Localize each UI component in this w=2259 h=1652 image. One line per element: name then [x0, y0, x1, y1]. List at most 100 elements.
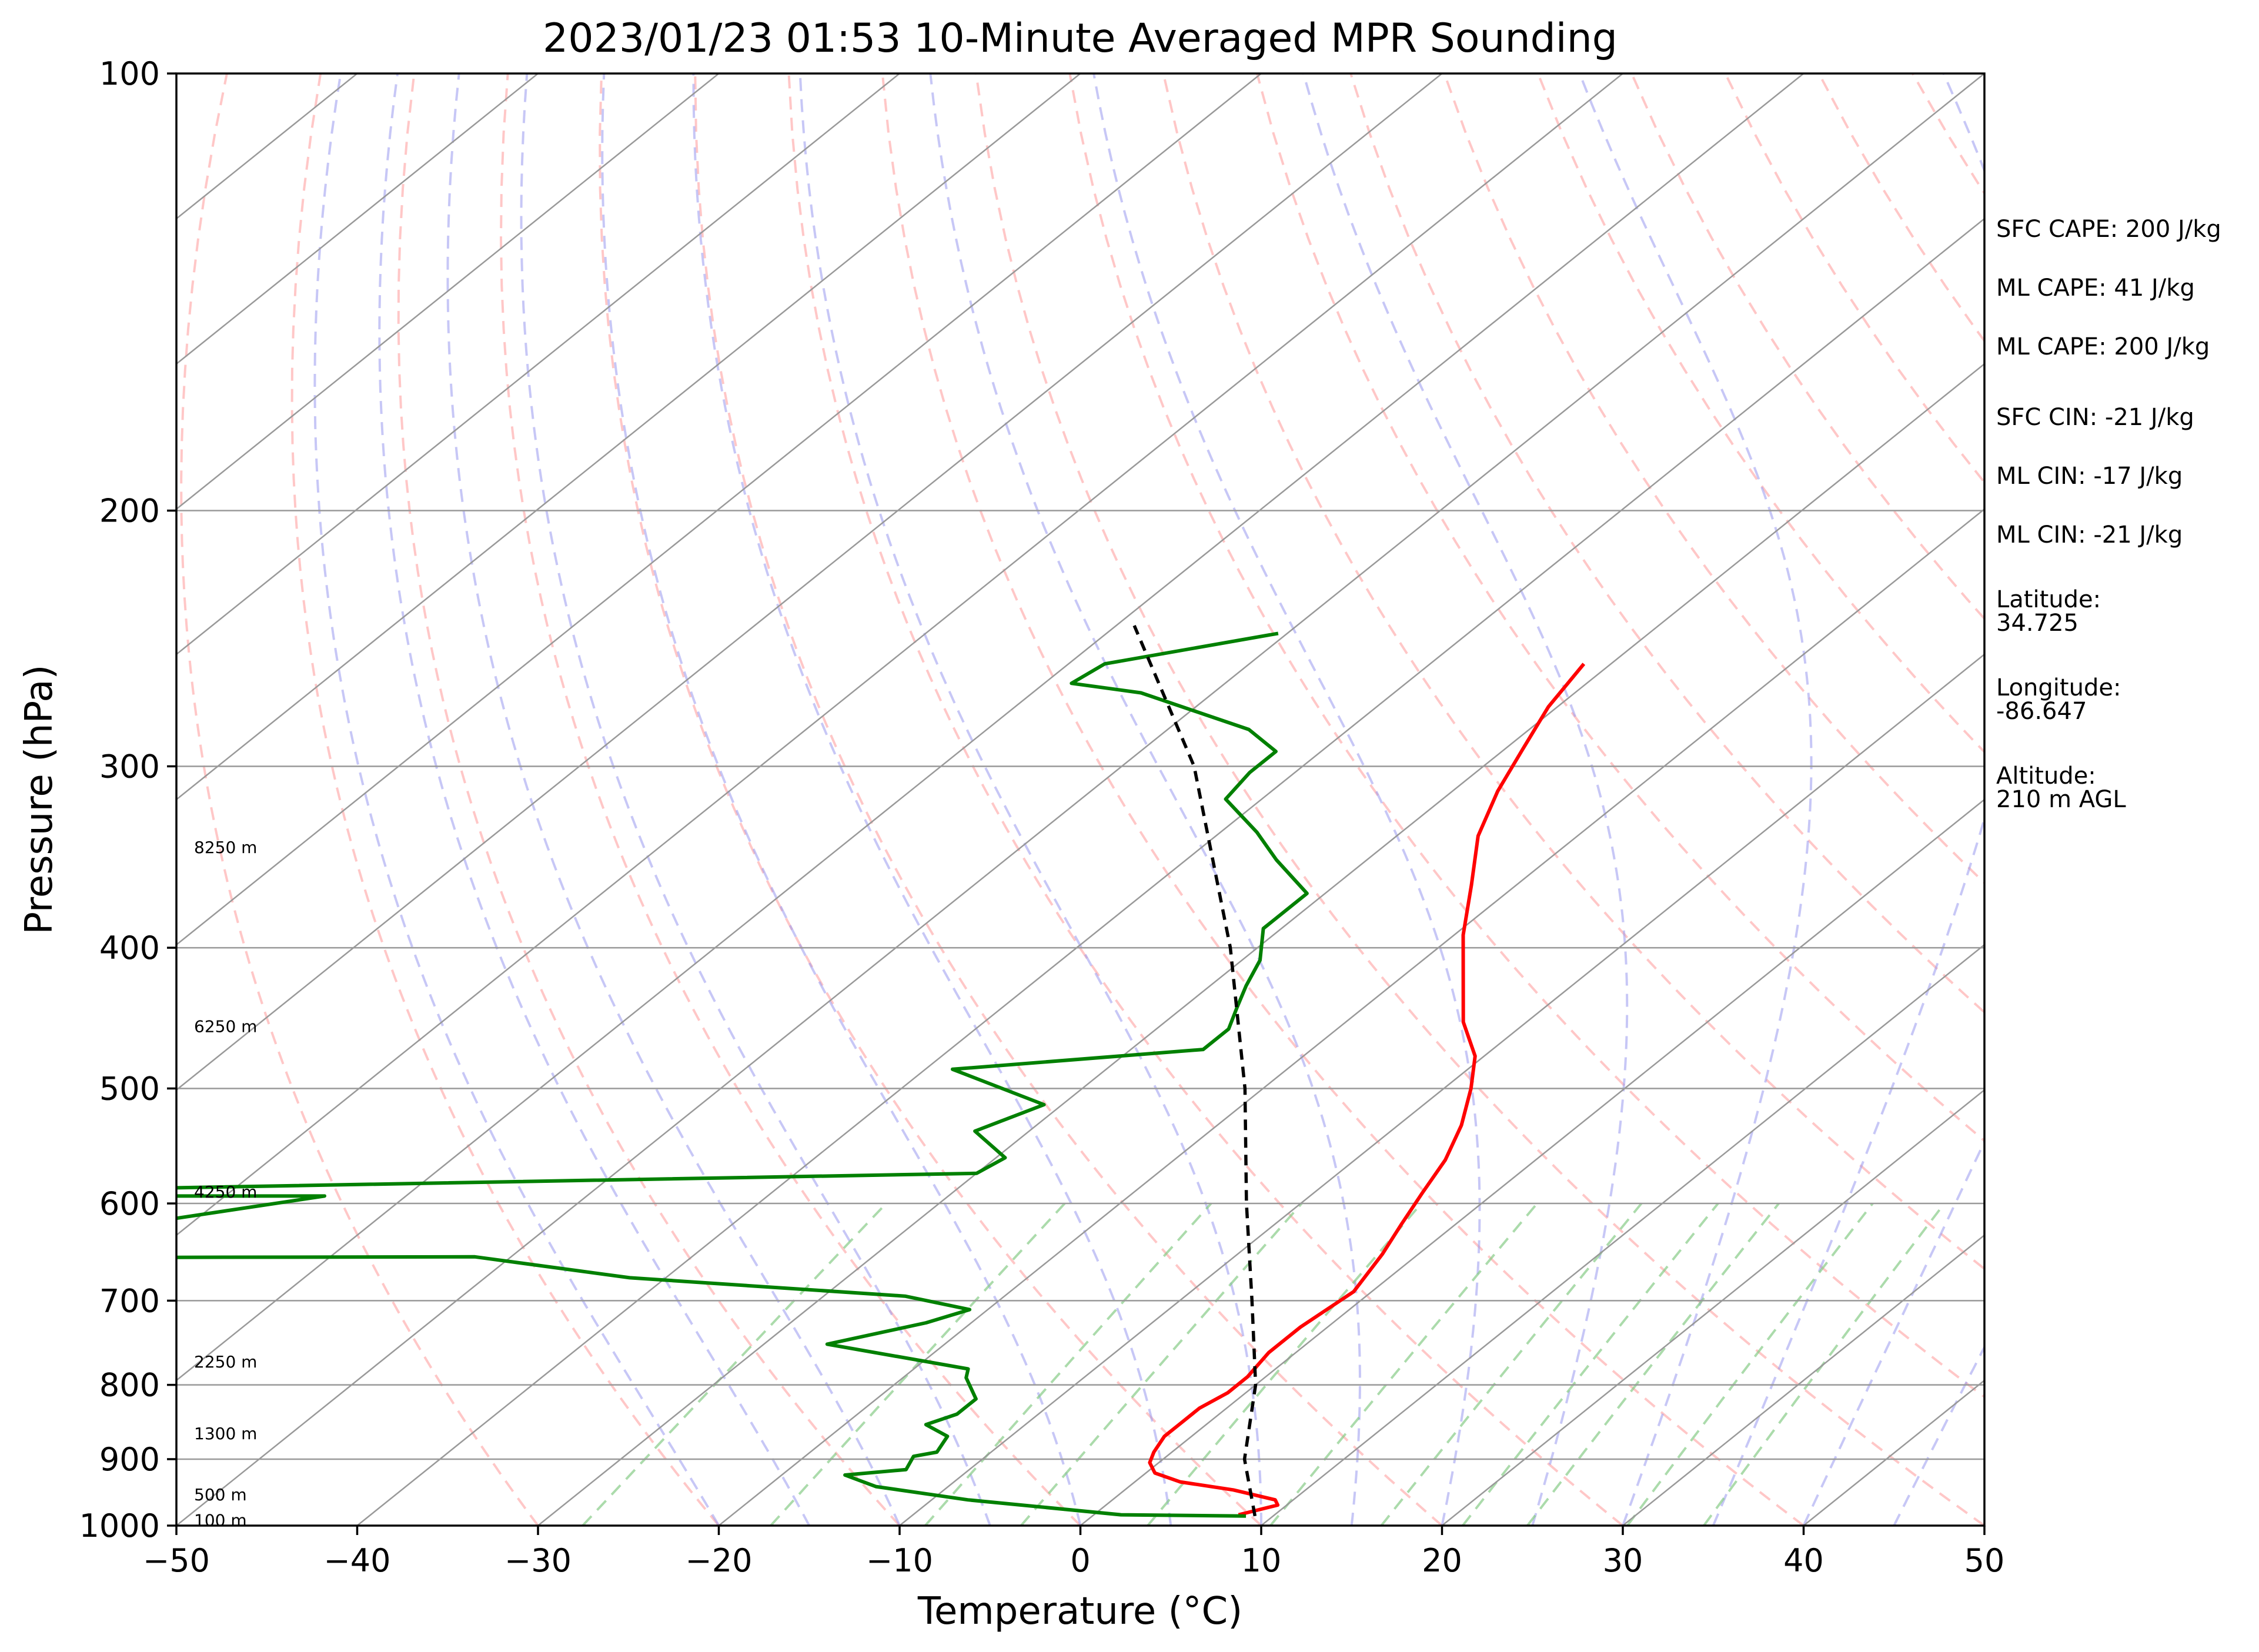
dry-adiabat — [1349, 73, 1984, 1014]
dry-adiabat — [1443, 73, 1984, 885]
x-tick-label: −30 — [504, 1542, 572, 1579]
background-reference-lines — [176, 73, 1984, 1526]
dry-adiabat — [694, 73, 1443, 1526]
mixing-ratio-line — [1020, 1202, 1303, 1526]
y-tick-label: 200 — [99, 493, 160, 530]
y-tick-label: 300 — [99, 748, 160, 785]
dewpoint-line — [176, 631, 1309, 1518]
height-label: 500 m — [194, 1485, 247, 1504]
moist-adiabat — [1802, 1139, 1984, 1526]
x-tick-label: 10 — [1241, 1542, 1282, 1579]
isotherm — [176, 73, 539, 365]
height-label: 4250 m — [194, 1182, 257, 1202]
x-axis-label: Temperature (°C) — [917, 1590, 1242, 1633]
moist-adiabat — [692, 73, 1172, 1526]
dry-adiabat — [397, 73, 901, 1526]
isotherm — [718, 508, 1984, 1526]
isotherm — [899, 653, 1984, 1526]
height-label: 8250 m — [194, 838, 257, 857]
y-tick-label: 800 — [99, 1367, 160, 1404]
isotherm — [1261, 944, 1984, 1526]
isotherm — [176, 73, 1623, 1236]
sfc-cape-text: SFC CAPE: 200 J/kg — [1996, 216, 2221, 243]
moist-adiabat — [1893, 1345, 1984, 1526]
dry-adiabat — [975, 73, 1984, 1526]
x-tick-label: 0 — [1070, 1542, 1090, 1579]
height-label: 2250 m — [194, 1352, 257, 1372]
height-label: 1300 m — [194, 1424, 257, 1443]
latitude-value: 34.725 — [1996, 610, 2078, 637]
x-tick-label: 20 — [1422, 1542, 1462, 1579]
latitude-block: Latitude: 34.725 — [1996, 588, 2255, 676]
moist-adiabat — [313, 73, 720, 1526]
y-tick-label: 700 — [99, 1282, 160, 1319]
isotherm — [176, 73, 1984, 1526]
x-tick-label: 30 — [1603, 1542, 1643, 1579]
isotherm — [1622, 1234, 1984, 1526]
x-tick-label: −50 — [143, 1542, 210, 1579]
dry-adiabat — [787, 73, 1624, 1526]
moist-adiabat — [1092, 73, 1481, 1526]
y-tick-label: 900 — [99, 1441, 160, 1478]
parcel-line — [1132, 625, 1258, 1517]
x-tick-label: 40 — [1783, 1542, 1824, 1579]
dry-adiabat — [881, 73, 1804, 1526]
altitude-value: 210 m AGL — [1996, 786, 2126, 813]
y-tick-label: 400 — [99, 929, 160, 967]
chart-title: 2023/01/23 01:53 10-Minute Averaged MPR … — [543, 15, 1618, 62]
longitude-label: Longitude: — [1996, 674, 2121, 701]
dry-adiabat — [290, 73, 720, 1526]
isotherm — [176, 73, 900, 656]
isotherm — [356, 218, 1984, 1526]
sfc-cin-text: SFC CIN: -21 J/kg — [1996, 404, 2194, 431]
isotherm — [1441, 1089, 1984, 1526]
ml-cin-text-2: ML CIN: -21 J/kg — [1996, 521, 2183, 549]
longitude-block: Longitude: -86.647 — [1996, 676, 2255, 764]
isotherm — [176, 73, 720, 510]
latitude-label: Latitude: — [1996, 586, 2101, 613]
altitude-label: Altitude: — [1996, 763, 2096, 790]
moist-adiabat — [520, 73, 991, 1526]
isotherm — [176, 73, 1804, 1382]
y-tick-label: 600 — [99, 1185, 160, 1222]
y-tick-label: 100 — [99, 55, 160, 92]
isotherm — [176, 73, 1443, 1091]
height-label: 100 m — [194, 1510, 247, 1530]
x-tick-label: −40 — [324, 1542, 391, 1579]
moist-adiabat — [378, 73, 811, 1526]
axis-ticks: −50 −40 −30 −20 −10 0 10 20 30 40 50 1000 900 800 700 6… — [79, 55, 2005, 1579]
isotherm — [537, 363, 1984, 1526]
moist-adiabat — [1578, 73, 1813, 1526]
ml-cape-text-2: ML CAPE: 200 J/kg — [1996, 333, 2210, 360]
isotherm — [1080, 798, 1984, 1526]
height-labels: 100 m 500 m 1300 m 2250 m 4250 m 6250 m 8250 m — [194, 838, 257, 1530]
mixing-ratio-line — [770, 1202, 1066, 1526]
sounding-info-panel: SFC CAPE: 200 J/kg ML CAPE: 41 J/kg ML C… — [1996, 218, 2255, 852]
x-tick-label: 50 — [1964, 1542, 2005, 1579]
dry-adiabat — [1255, 73, 1984, 1142]
isotherm — [176, 73, 1262, 946]
dry-adiabat — [599, 73, 1262, 1526]
altitude-block: Altitude: 210 m AGL — [1996, 764, 2255, 852]
ml-cape-text: ML CAPE: 41 J/kg — [1996, 275, 2195, 302]
moist-adiabat — [1712, 73, 1984, 1526]
ml-cin-text: ML CIN: -17 J/kg — [1996, 463, 2183, 490]
moist-adiabat — [798, 73, 1262, 1526]
temperature-line — [1148, 663, 1586, 1517]
isotherm — [176, 73, 1081, 801]
mixing-ratio-line — [924, 1202, 1212, 1526]
sounding-profiles — [176, 625, 1586, 1518]
x-tick-label: −20 — [686, 1542, 753, 1579]
moist-adiabat — [1302, 73, 1629, 1526]
moist-adiabat — [446, 73, 901, 1526]
height-label: 6250 m — [194, 1017, 257, 1036]
dry-adiabat — [180, 73, 539, 1526]
longitude-value: -86.647 — [1996, 698, 2087, 725]
x-tick-label: −10 — [866, 1542, 933, 1579]
y-axis-label: Pressure (hPa) — [18, 664, 61, 934]
y-tick-label: 1000 — [79, 1507, 160, 1544]
y-tick-label: 500 — [99, 1070, 160, 1107]
dry-adiabat — [1162, 73, 1984, 1270]
dry-adiabat — [1068, 73, 1984, 1399]
